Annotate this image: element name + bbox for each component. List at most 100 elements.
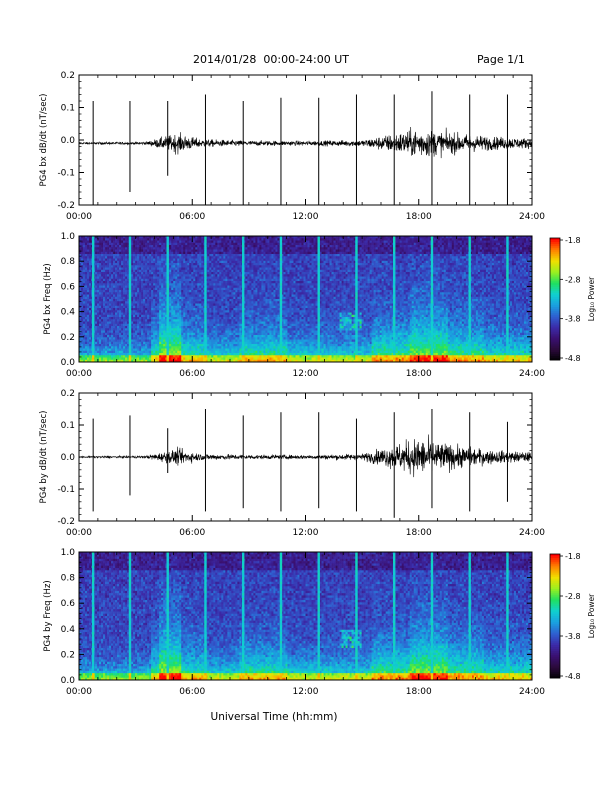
spectrogram-cell xyxy=(83,339,86,343)
spectrogram-cell xyxy=(227,353,230,356)
spectrogram-cell xyxy=(147,269,150,273)
spectrogram-cell xyxy=(171,337,174,340)
spectrogram-cell xyxy=(155,245,158,248)
spectrogram-cell xyxy=(193,251,196,255)
spectrogram-cell xyxy=(107,283,110,286)
spectrogram-cell xyxy=(183,344,186,347)
spectrogram-cell xyxy=(117,326,120,329)
spectrogram-cell xyxy=(117,350,120,354)
spectrogram-cell xyxy=(209,359,212,363)
spectrogram-cell xyxy=(109,247,112,250)
spectrogram-cell xyxy=(105,357,108,361)
spectrogram-cell xyxy=(153,281,156,284)
spectrogram-cell xyxy=(229,296,232,300)
spectrogram-cell xyxy=(181,256,184,259)
spectrogram-cell xyxy=(177,310,180,313)
spectrogram-cell xyxy=(105,251,108,255)
spectrogram-cell xyxy=(145,269,148,273)
spectrogram-cell xyxy=(163,323,166,327)
spectrogram-cell xyxy=(139,285,142,289)
spectrogram-cell xyxy=(153,269,156,273)
spectrogram-cell xyxy=(87,287,90,291)
spectrogram-cell xyxy=(97,265,100,268)
spectrogram-cell xyxy=(149,341,152,345)
spectrogram-cell xyxy=(213,359,216,363)
spectrogram-cell xyxy=(157,256,160,259)
spectrogram-cell xyxy=(207,335,210,338)
spectrogram-cell xyxy=(251,310,254,313)
spectrogram-cell xyxy=(133,348,136,352)
spectrogram-cell xyxy=(151,321,154,325)
spectrogram-cell xyxy=(237,294,240,298)
spectrogram-cell xyxy=(197,272,200,275)
spectrogram-cell xyxy=(193,238,196,241)
spectrogram-cell xyxy=(173,353,176,356)
spectrogram-cell xyxy=(201,330,204,334)
spectrogram-cell xyxy=(185,272,188,275)
spectrogram-cell xyxy=(207,339,210,343)
spectrogram-cell xyxy=(105,332,108,336)
spectrogram-cell xyxy=(201,321,204,325)
spectrogram-cell xyxy=(97,341,100,345)
spectrogram-cell xyxy=(79,319,82,322)
spectrogram-cell xyxy=(249,251,252,255)
spectrogram-cell xyxy=(243,258,246,262)
spectrogram-cell xyxy=(195,236,198,239)
spectrogram-cell xyxy=(225,283,228,286)
spectrogram-cell xyxy=(109,305,112,309)
spectrogram-cell xyxy=(225,346,228,349)
spectrogram-cell xyxy=(219,290,222,293)
spectrogram-cell xyxy=(117,260,120,264)
spectrogram-cell xyxy=(199,301,202,304)
spectrogram-cell xyxy=(181,263,184,266)
spectrogram-cell xyxy=(143,332,146,336)
spectrogram-cell xyxy=(137,301,140,304)
spectrogram-cell xyxy=(187,260,190,264)
spectrogram-cell xyxy=(115,326,118,329)
spectrogram-cell xyxy=(173,242,176,246)
spectrogram-cell xyxy=(155,290,158,293)
spectrogram-cell xyxy=(83,292,86,295)
spectrogram-cell xyxy=(217,242,220,246)
spectrogram-cell xyxy=(239,305,242,309)
spectrogram-cell xyxy=(105,269,108,273)
spectrogram-cell xyxy=(133,272,136,275)
spectrogram-cell xyxy=(79,240,82,244)
spectrogram-cell xyxy=(187,285,190,289)
spectrogram-cell xyxy=(221,317,224,320)
spectrogram-cell xyxy=(135,308,138,311)
spectrogram-cell xyxy=(149,265,152,268)
spectrogram-cell xyxy=(215,301,218,304)
spectrogram-cell xyxy=(125,348,128,352)
spectrogram-cell xyxy=(211,256,214,259)
spectrogram-cell xyxy=(103,332,106,336)
spectrogram-cell xyxy=(109,337,112,340)
spectrogram-cell xyxy=(121,341,124,345)
spectrogram-cell xyxy=(135,319,138,322)
spectrogram-cell xyxy=(185,326,188,329)
spectrogram-cell xyxy=(87,238,90,241)
spectrogram-cell xyxy=(247,305,250,309)
spectrogram-cell xyxy=(85,245,88,248)
spectrogram-cell xyxy=(121,339,124,343)
spectrogram-cell xyxy=(151,287,154,291)
spectrogram-cell xyxy=(233,265,236,268)
spectrogram-cell xyxy=(95,256,98,259)
spectrogram-cell xyxy=(121,348,124,352)
spectrogram-cell xyxy=(105,294,108,298)
spectrogram-cell xyxy=(229,303,232,307)
spectrogram-cell xyxy=(149,296,152,300)
spectrogram-cell xyxy=(211,308,214,311)
spectrogram-cell xyxy=(121,269,124,273)
spectrogram-cell xyxy=(165,242,168,246)
spectrogram-cell xyxy=(217,344,220,347)
spectrogram-cell xyxy=(213,310,216,313)
spectrogram-cell xyxy=(207,348,210,352)
spectrogram-cell xyxy=(221,323,224,327)
spectrogram-cell xyxy=(87,323,90,327)
spectrogram-cell xyxy=(83,256,86,259)
spectrogram-cell xyxy=(251,287,254,291)
spectrogram-cell xyxy=(105,281,108,284)
spectrogram-cell xyxy=(233,290,236,293)
spectrogram-cell xyxy=(109,319,112,322)
